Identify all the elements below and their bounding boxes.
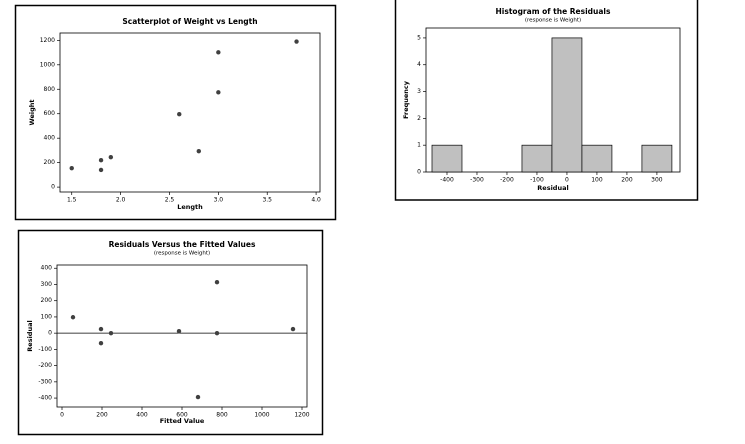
y-tick-label: -100 <box>38 346 52 353</box>
y-tick-label: 200 <box>41 297 53 304</box>
y-tick-label: 2 <box>417 115 421 122</box>
bar <box>431 144 463 173</box>
y-tick-label: 5 <box>417 34 421 41</box>
plot-area <box>56 264 308 408</box>
bar <box>581 144 613 173</box>
y-axis-label: Frequency <box>402 80 410 119</box>
y-tick-label: 4 <box>417 61 421 68</box>
x-axis-label: Length <box>177 203 203 211</box>
x-tick-label: 0 <box>60 412 64 419</box>
x-tick-label: -200 <box>500 177 514 184</box>
point <box>98 341 104 346</box>
point <box>98 158 104 163</box>
y-tick-label: 600 <box>44 110 56 117</box>
x-tick-label: 2.5 <box>165 197 175 204</box>
y-tick-label: 400 <box>41 265 53 272</box>
x-tick-label: 1000 <box>254 412 269 419</box>
y-tick-label: 1000 <box>40 61 55 68</box>
y-tick-label: 0 <box>417 169 421 176</box>
point <box>196 148 201 154</box>
y-axis-label: Weight <box>28 100 36 126</box>
bar <box>521 144 553 173</box>
x-tick-label: 4.0 <box>311 197 321 204</box>
point <box>108 330 114 336</box>
point <box>216 90 221 95</box>
x-tick-label: -300 <box>470 177 484 184</box>
y-tick-label: 200 <box>44 159 56 166</box>
x-tick-label: 800 <box>216 412 228 419</box>
x-tick-label: 100 <box>591 177 603 184</box>
chart-title: Histogram of the Residuals <box>496 7 611 16</box>
point <box>177 112 182 117</box>
x-tick-label: 0 <box>565 177 569 184</box>
x-tick-label: 300 <box>651 177 663 184</box>
point <box>214 280 220 285</box>
y-tick-label: 800 <box>44 86 56 93</box>
y-axis-label: Residual <box>26 320 34 351</box>
point <box>290 326 296 332</box>
y-tick-label: 0 <box>51 184 55 191</box>
plot-area <box>59 32 321 193</box>
point <box>216 50 221 55</box>
x-tick-label: 600 <box>176 412 188 419</box>
point <box>70 315 76 320</box>
x-tick-label: 3.0 <box>214 197 224 204</box>
x-tick-label: 200 <box>96 412 108 419</box>
x-tick-label: 2.0 <box>116 197 126 204</box>
point <box>195 394 201 400</box>
chart-title: Scatterplot of Weight vs Length <box>122 17 257 26</box>
x-tick-label: -400 <box>440 177 454 184</box>
y-tick-label: 1200 <box>40 37 55 44</box>
point <box>98 167 104 173</box>
point <box>108 154 114 160</box>
x-axis-label: Residual <box>537 184 568 192</box>
y-tick-label: -200 <box>38 362 52 369</box>
chart-title: Residuals Versus the Fitted Values <box>109 240 256 249</box>
point <box>214 330 220 336</box>
chart-subtitle: (response is Weight) <box>525 18 581 24</box>
bar <box>641 144 673 173</box>
point <box>69 165 74 171</box>
y-tick-label: 300 <box>41 281 53 288</box>
point <box>294 39 299 44</box>
y-tick-label: 400 <box>44 135 56 142</box>
y-tick-label: -400 <box>38 395 52 402</box>
x-axis-label: Fitted Value <box>160 417 205 425</box>
y-tick-label: 100 <box>41 313 53 320</box>
y-tick-label: -300 <box>38 378 52 385</box>
y-tick-label: 0 <box>48 330 52 337</box>
x-tick-label: -100 <box>530 177 544 184</box>
x-tick-label: 3.5 <box>262 197 272 204</box>
chart-subtitle: (response is Weight) <box>154 251 210 257</box>
point <box>176 329 182 334</box>
point <box>98 326 104 332</box>
y-tick-label: 3 <box>417 88 421 95</box>
x-tick-label: 200 <box>621 177 633 184</box>
x-tick-label: 400 <box>136 412 148 419</box>
x-tick-label: 1200 <box>294 412 309 419</box>
bar <box>551 37 583 173</box>
y-tick-label: 1 <box>417 142 421 149</box>
x-tick-label: 1.5 <box>67 197 77 204</box>
